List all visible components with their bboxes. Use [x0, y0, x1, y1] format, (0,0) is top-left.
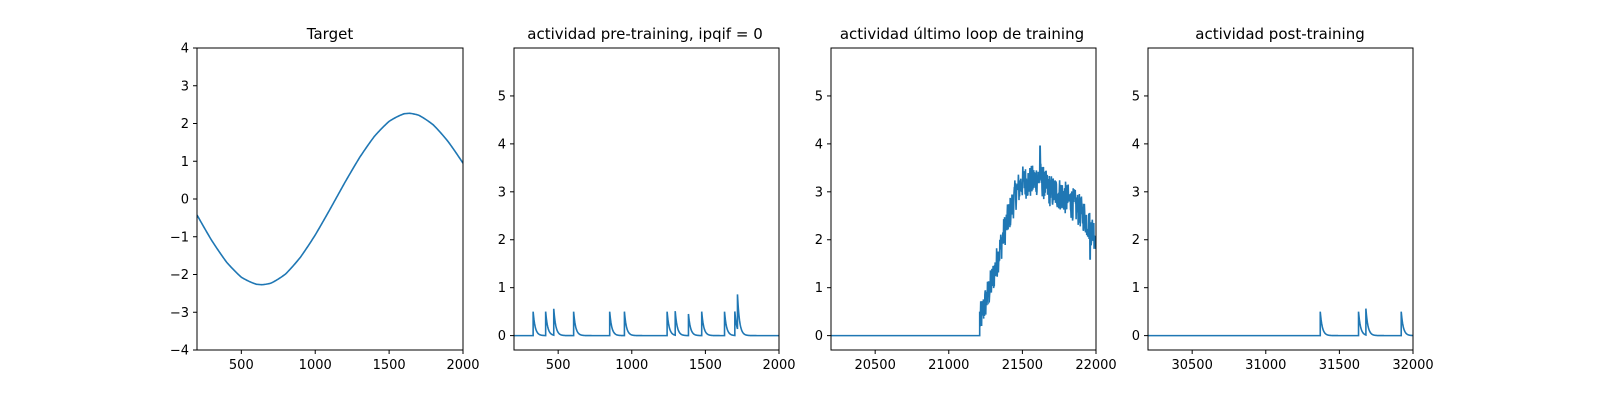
x-tick-label: 31500 — [1319, 358, 1360, 373]
x-tick-label: 1500 — [373, 358, 406, 373]
panel-last-training-loop: actividad último loop de training 20500 2… — [815, 25, 1117, 373]
y-tick-label: −2 — [170, 268, 189, 283]
y-tick-label: 5 — [498, 89, 506, 104]
panel-target: Target 500 1000 1500 2000 −4 −3 −2 −1 0 1 2 3 4 — [170, 25, 480, 373]
x-tick-label: 22000 — [1075, 358, 1116, 373]
y-tick-label: 5 — [815, 89, 823, 104]
y-tick-label: 0 — [181, 193, 189, 208]
x-tick-label: 21000 — [928, 358, 969, 373]
y-tick-label: 1 — [181, 155, 189, 170]
y-tick-label: 0 — [815, 329, 823, 344]
x-tick-label: 1500 — [689, 358, 722, 373]
x-tick-label: 1000 — [299, 358, 332, 373]
panel-title: actividad pre-training, ipqif = 0 — [527, 25, 763, 43]
y-tick-label: 2 — [815, 233, 823, 248]
x-tick-label: 21500 — [1002, 358, 1043, 373]
x-tick-label: 500 — [229, 358, 254, 373]
y-tick-label: 5 — [1132, 89, 1140, 104]
series-line — [1148, 308, 1413, 337]
y-tick-label: 0 — [498, 329, 506, 344]
y-tick-label: −4 — [170, 344, 189, 359]
panel-post-training: actividad post-training 30500 31000 31500 3… — [1132, 25, 1434, 373]
panel-pre-training: actividad pre-training, ipqif = 0 500 100… — [498, 25, 796, 373]
x-tick-label: 32000 — [1392, 358, 1433, 373]
x-tick-label: 500 — [546, 358, 571, 373]
x-tick-label: 1000 — [615, 358, 648, 373]
x-tick-label: 20500 — [854, 358, 895, 373]
y-tick-label: 4 — [815, 137, 823, 152]
axes-frame — [513, 47, 780, 351]
y-tick-label: 4 — [498, 137, 506, 152]
x-tick-label: 2000 — [762, 358, 795, 373]
y-tick-label: 4 — [1132, 137, 1140, 152]
y-tick-label: 1 — [815, 281, 823, 296]
y-tick-label: 2 — [498, 233, 506, 248]
y-tick-label: 3 — [815, 185, 823, 200]
y-tick-label: −1 — [170, 230, 189, 245]
y-tick-label: −3 — [170, 306, 189, 321]
y-tick-label: 3 — [498, 185, 506, 200]
y-tick-label: 4 — [181, 42, 189, 57]
series-line — [514, 294, 779, 337]
axes-frame — [830, 47, 1097, 351]
panel-title: actividad último loop de training — [840, 25, 1084, 43]
y-tick-label: 3 — [181, 79, 189, 94]
x-tick-label: 2000 — [446, 358, 479, 373]
series-line — [197, 112, 463, 286]
x-tick-label: 31000 — [1245, 358, 1286, 373]
y-tick-label: 2 — [1132, 233, 1140, 248]
panel-title: actividad post-training — [1195, 25, 1364, 43]
y-tick-label: 0 — [1132, 329, 1140, 344]
x-tick-label: 30500 — [1171, 358, 1212, 373]
y-tick-label: 1 — [1132, 281, 1140, 296]
y-tick-label: 1 — [498, 281, 506, 296]
panel-title: Target — [306, 25, 354, 43]
y-tick-label: 2 — [181, 117, 189, 132]
axes-frame — [1147, 47, 1414, 351]
y-tick-label: 3 — [1132, 185, 1140, 200]
series-line — [831, 145, 1096, 337]
